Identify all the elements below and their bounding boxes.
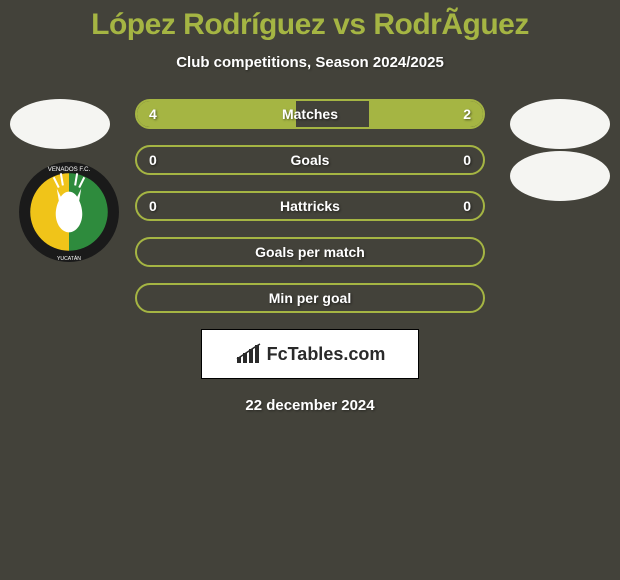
stat-bars: 42Matches 00Goals 00Hattricks Goals per mat… — [135, 99, 485, 313]
svg-text:YUCATÁN: YUCATÁN — [57, 255, 81, 262]
subtitle: Club competitions, Season 2024/2025 — [0, 54, 620, 71]
stat-row: Goals per match — [135, 237, 485, 267]
bar-label: Goals — [137, 147, 483, 173]
date-text: 22 december 2024 — [0, 397, 620, 414]
club-badge: VENADOS F.C. YUCATÁN — [18, 161, 120, 263]
player-avatar-right-1 — [510, 99, 610, 149]
brand-box: FcTables.com — [201, 329, 419, 379]
infographic-root: López Rodríguez vs RodrÃ­guez Club compe… — [0, 0, 620, 414]
bar-label: Goals per match — [137, 239, 483, 265]
stat-row: 00Hattricks — [135, 191, 485, 221]
bar-label: Hattricks — [137, 193, 483, 219]
bar-label: Matches — [137, 101, 483, 127]
stat-row: Min per goal — [135, 283, 485, 313]
compare-zone: VENADOS F.C. YUCATÁN 42Matches 00Goals 00H… — [0, 99, 620, 313]
stat-row: 00Goals — [135, 145, 485, 175]
stat-row: 42Matches — [135, 99, 485, 129]
bar-label: Min per goal — [137, 285, 483, 311]
svg-text:VENADOS F.C.: VENADOS F.C. — [48, 166, 91, 173]
club-badge-icon: VENADOS F.C. YUCATÁN — [18, 161, 120, 263]
player-avatar-right-2 — [510, 151, 610, 201]
brand-chart-icon — [235, 343, 261, 365]
page-title: López Rodríguez vs RodrÃ­guez — [0, 8, 620, 42]
player-avatar-left — [10, 99, 110, 149]
brand-text: FcTables.com — [267, 344, 386, 365]
